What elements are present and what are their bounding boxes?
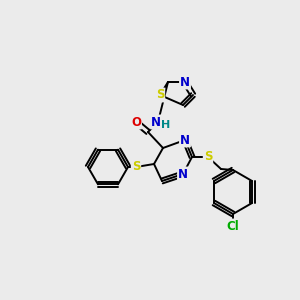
Text: H: H xyxy=(161,120,171,130)
Text: S: S xyxy=(204,151,212,164)
Text: Cl: Cl xyxy=(226,220,239,232)
Text: N: N xyxy=(178,167,188,181)
Text: S: S xyxy=(132,160,140,173)
Text: N: N xyxy=(151,116,161,128)
Text: N: N xyxy=(180,134,190,146)
Text: N: N xyxy=(180,76,190,88)
Text: S: S xyxy=(156,88,164,101)
Text: O: O xyxy=(131,116,141,128)
